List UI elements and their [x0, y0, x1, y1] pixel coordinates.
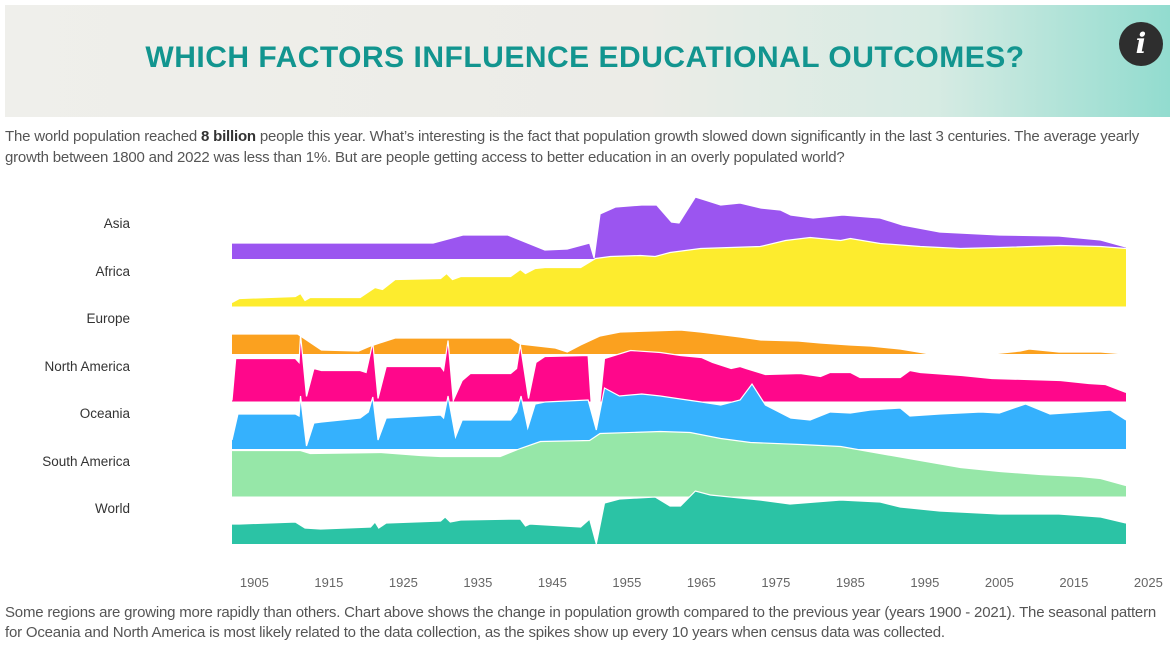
intro-paragraph: The world population reached 8 billion p…	[5, 126, 1165, 168]
x-tick-label: 2025	[1133, 575, 1163, 590]
area-world[interactable]	[232, 491, 1126, 544]
x-tick-label: 1975	[761, 575, 791, 590]
row-label-south-america: South America	[42, 453, 130, 469]
area-outline-asia	[232, 196, 1127, 259]
intro-highlight: 8 billion	[201, 128, 256, 145]
x-tick-label: 1945	[537, 575, 567, 590]
row-label-europe: Europe	[86, 311, 130, 326]
x-tick-label: 1935	[463, 575, 493, 590]
area-asia[interactable]	[232, 197, 1126, 259]
area-outline-world	[232, 490, 1127, 545]
page-title: WHICH FACTORS INFLUENCE EDUCATIONAL OUTC…	[145, 41, 1025, 74]
area-south-america[interactable]	[232, 431, 1126, 497]
area-europe[interactable]	[232, 330, 1126, 354]
x-tick-label: 1915	[314, 575, 344, 590]
x-tick-label: 2005	[984, 575, 1014, 590]
row-label-world: World	[94, 501, 130, 516]
intro-text-after: people this year. What’s interesting is …	[5, 128, 1140, 166]
area-outline-europe	[232, 329, 1127, 355]
row-label-north-america: North America	[44, 358, 130, 374]
x-tick-label: 1965	[686, 575, 716, 590]
ridgeline-chart	[231, 196, 1127, 545]
x-tick-label: 2015	[1059, 575, 1089, 590]
x-tick-label: 1985	[835, 575, 865, 590]
area-oceania[interactable]	[232, 384, 1126, 449]
area-outline-south-america	[232, 430, 1127, 487]
outro-paragraph: Some regions are growing more rapidly th…	[5, 604, 1157, 641]
x-tick-label: 1905	[239, 575, 269, 590]
x-tick-label: 1925	[388, 575, 418, 590]
info-icon[interactable]: i	[1119, 22, 1163, 66]
x-tick-label: 1955	[612, 575, 642, 590]
row-label-asia: Asia	[103, 216, 130, 231]
area-outline-africa	[231, 236, 1127, 304]
area-north-america[interactable]	[232, 334, 1126, 402]
area-outline-oceania	[231, 382, 1127, 447]
header-banner: WHICH FACTORS INFLUENCE EDUCATIONAL OUTC…	[5, 5, 1170, 117]
area-outline-north-america	[231, 334, 1127, 403]
intro-text-before: The world population reached	[5, 128, 201, 145]
row-label-oceania: Oceania	[79, 406, 130, 421]
area-africa[interactable]	[232, 237, 1126, 307]
row-label-africa: Africa	[95, 263, 130, 279]
x-tick-label: 1995	[910, 575, 940, 590]
